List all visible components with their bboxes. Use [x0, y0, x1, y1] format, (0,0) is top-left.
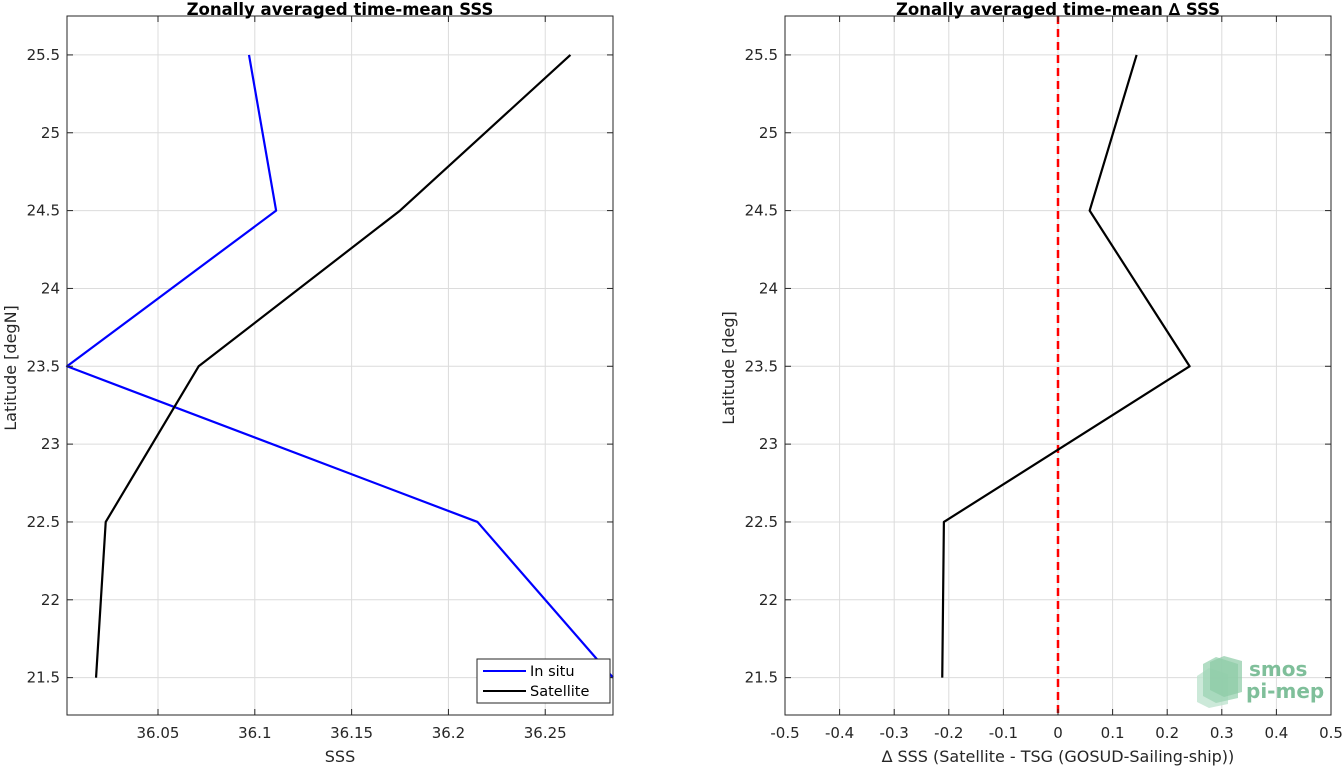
y-tick-label: 21.5: [27, 669, 60, 687]
x-tick-label: 0.1: [1101, 724, 1125, 742]
right-x-axis-label: ∆ SSS (Satellite - TSG (GOSUD-Sailing-sh…: [881, 747, 1235, 766]
y-tick-label: 25: [41, 124, 60, 142]
x-tick-label: 36.05: [137, 724, 180, 742]
y-tick-label: 25.5: [27, 46, 60, 64]
y-tick-label: 22.5: [745, 513, 778, 531]
x-tick-label: -0.3: [880, 724, 909, 742]
y-tick-label: 24: [759, 279, 778, 297]
left-chart-title: Zonally averaged time-mean SSS: [187, 0, 494, 19]
legend-box: [476, 658, 611, 704]
logo-text-line2: pi-mep: [1246, 679, 1324, 703]
left-y-axis-label: Latitude [degN]: [1, 305, 20, 431]
delta-sss-series-line: [941, 54, 1191, 678]
x-tick-label: 0: [1053, 724, 1063, 742]
y-tick-label: 22: [759, 591, 778, 609]
x-tick-label: -0.5: [770, 724, 799, 742]
right-tick-labels: -0.5 -0.4 -0.3 -0.2 -0.1 0 0.1 0.2 0.3 0.4 0.5 21.5…: [745, 16, 1343, 742]
y-tick-label: 23.5: [27, 357, 60, 375]
y-tick-label: 23: [41, 435, 60, 453]
y-tick-label: 23: [759, 435, 778, 453]
x-tick-label: 0.2: [1155, 724, 1179, 742]
right-panel: -0.5 -0.4 -0.3 -0.2 -0.1 0 0.1 0.2 0.3 0.4 0.5 21.5…: [719, 0, 1343, 766]
left-x-axis-label: SSS: [325, 747, 355, 766]
left-panel: 36.05 36.1 36.15 36.2 36.25 21.5 22 22.5 23 23.5 2…: [1, 0, 614, 766]
right-chart-title: Zonally averaged time-mean ∆ SSS: [896, 0, 1220, 19]
right-series-lines: [941, 54, 1191, 678]
y-tick-label: 22: [41, 591, 60, 609]
y-tick-label: 24.5: [27, 202, 60, 220]
logo-mark-front: [1210, 656, 1242, 697]
left-gridlines: [67, 16, 613, 715]
left-axes-box: [66, 15, 614, 716]
y-tick-label: 24.5: [745, 202, 778, 220]
x-tick-label: 0.3: [1210, 724, 1234, 742]
legend-label-in-situ: In situ: [530, 664, 575, 680]
x-tick-label: 0.4: [1264, 724, 1288, 742]
y-tick-label: 25.5: [745, 46, 778, 64]
left-tick-labels: 36.05 36.1 36.15 36.2 36.25 21.5 22 22.5 23 23.5 2…: [27, 16, 613, 742]
x-tick-label: 36.15: [330, 724, 373, 742]
legend: In situ Satellite: [476, 658, 611, 704]
series-line-satellite: [94, 54, 572, 678]
smos-pi-mep-logo: smos pi-mep: [1197, 656, 1324, 708]
y-tick-label: 22.5: [27, 513, 60, 531]
x-tick-label: 0.5: [1319, 724, 1343, 742]
right-y-axis-label: Latitude [deg]: [719, 311, 738, 425]
x-tick-label: -0.1: [989, 724, 1018, 742]
y-tick-label: 24: [41, 279, 60, 297]
x-tick-label: 36.25: [524, 724, 567, 742]
y-tick-label: 25: [759, 124, 778, 142]
x-tick-label: 36.2: [432, 724, 465, 742]
y-tick-label: 21.5: [745, 669, 778, 687]
x-tick-label: -0.2: [934, 724, 963, 742]
left-plot-area: [67, 16, 613, 715]
legend-label-satellite: Satellite: [530, 684, 589, 700]
logo-text-line1: smos: [1249, 657, 1307, 681]
x-tick-label: -0.4: [825, 724, 854, 742]
y-tick-label: 23.5: [745, 357, 778, 375]
x-tick-label: 36.1: [238, 724, 271, 742]
